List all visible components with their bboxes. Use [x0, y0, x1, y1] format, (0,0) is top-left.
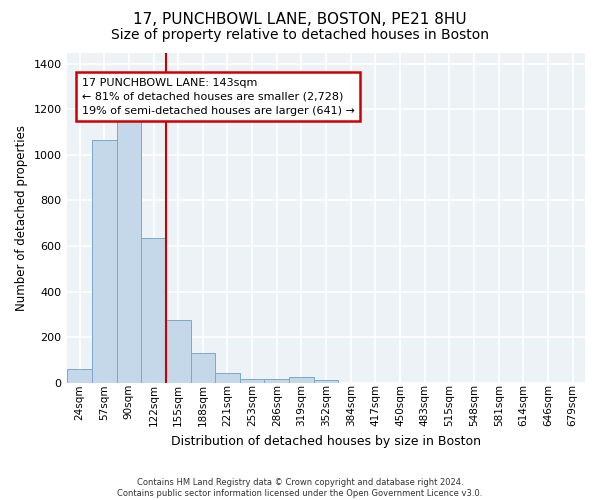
Y-axis label: Number of detached properties: Number of detached properties [15, 124, 28, 310]
Text: 17, PUNCHBOWL LANE, BOSTON, PE21 8HU: 17, PUNCHBOWL LANE, BOSTON, PE21 8HU [133, 12, 467, 28]
Bar [67, 369, 92, 382]
X-axis label: Distribution of detached houses by size in Boston: Distribution of detached houses by size … [171, 434, 481, 448]
Text: Contains HM Land Registry data © Crown copyright and database right 2024.
Contai: Contains HM Land Registry data © Crown c… [118, 478, 482, 498]
Bar [289, 377, 314, 382]
Bar [314, 380, 338, 382]
Bar [191, 353, 215, 382]
Bar [116, 97, 141, 382]
Bar [240, 378, 265, 382]
Text: Size of property relative to detached houses in Boston: Size of property relative to detached ho… [111, 28, 489, 42]
Bar [141, 238, 166, 382]
Bar [166, 320, 191, 382]
Text: 17 PUNCHBOWL LANE: 143sqm
← 81% of detached houses are smaller (2,728)
19% of se: 17 PUNCHBOWL LANE: 143sqm ← 81% of detac… [82, 78, 355, 116]
Bar [265, 379, 289, 382]
Bar [215, 373, 240, 382]
Bar [92, 140, 116, 382]
